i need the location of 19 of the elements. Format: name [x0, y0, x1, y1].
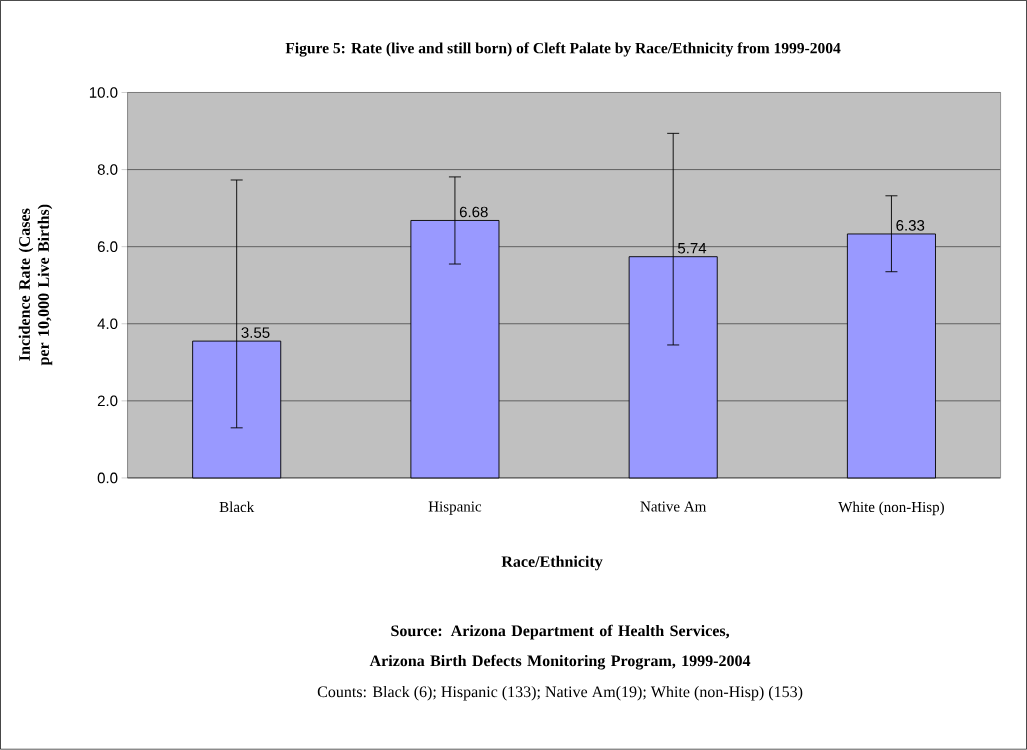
y-tick-label: 8.0 [97, 164, 118, 176]
y-tick-label: 0.0 [97, 472, 118, 484]
chart-title: Figure 5: Rate (live and still born) of Cleft Palate by Race/Ethnicity from 1999-2004 [285, 42, 841, 57]
data-label: 5.74 [677, 243, 707, 254]
y-tick-label: 6.0 [97, 241, 118, 253]
data-label: 3.55 [241, 327, 270, 339]
y-tick-label: 2.0 [97, 395, 118, 407]
data-label: 6.33 [896, 220, 925, 231]
data-label: 6.68 [459, 206, 488, 218]
source-note: Source: Arizona Department of Health Services, Arizona Birth Defects Monitoring Program, 1999-2004 [369, 624, 751, 670]
y-tick-label: 10.0 [89, 87, 118, 98]
x-axis-title: Race/Ethnicity [501, 555, 603, 571]
x-tick-label: Native Am [640, 501, 707, 512]
y-axis-title: Incidence Rate (Cases per 10,000 Live Births) [18, 204, 53, 366]
y-tick-label: 4.0 [97, 318, 118, 330]
text: Counts: Black (6); Hispanic (133); Native Am(19); White (non-Hisp) (153) [317, 686, 803, 701]
x-tick-label: White (non-Hisp) [838, 501, 944, 516]
x-tick-label: Hispanic [428, 501, 482, 515]
x-tick-label: Black [219, 501, 255, 513]
